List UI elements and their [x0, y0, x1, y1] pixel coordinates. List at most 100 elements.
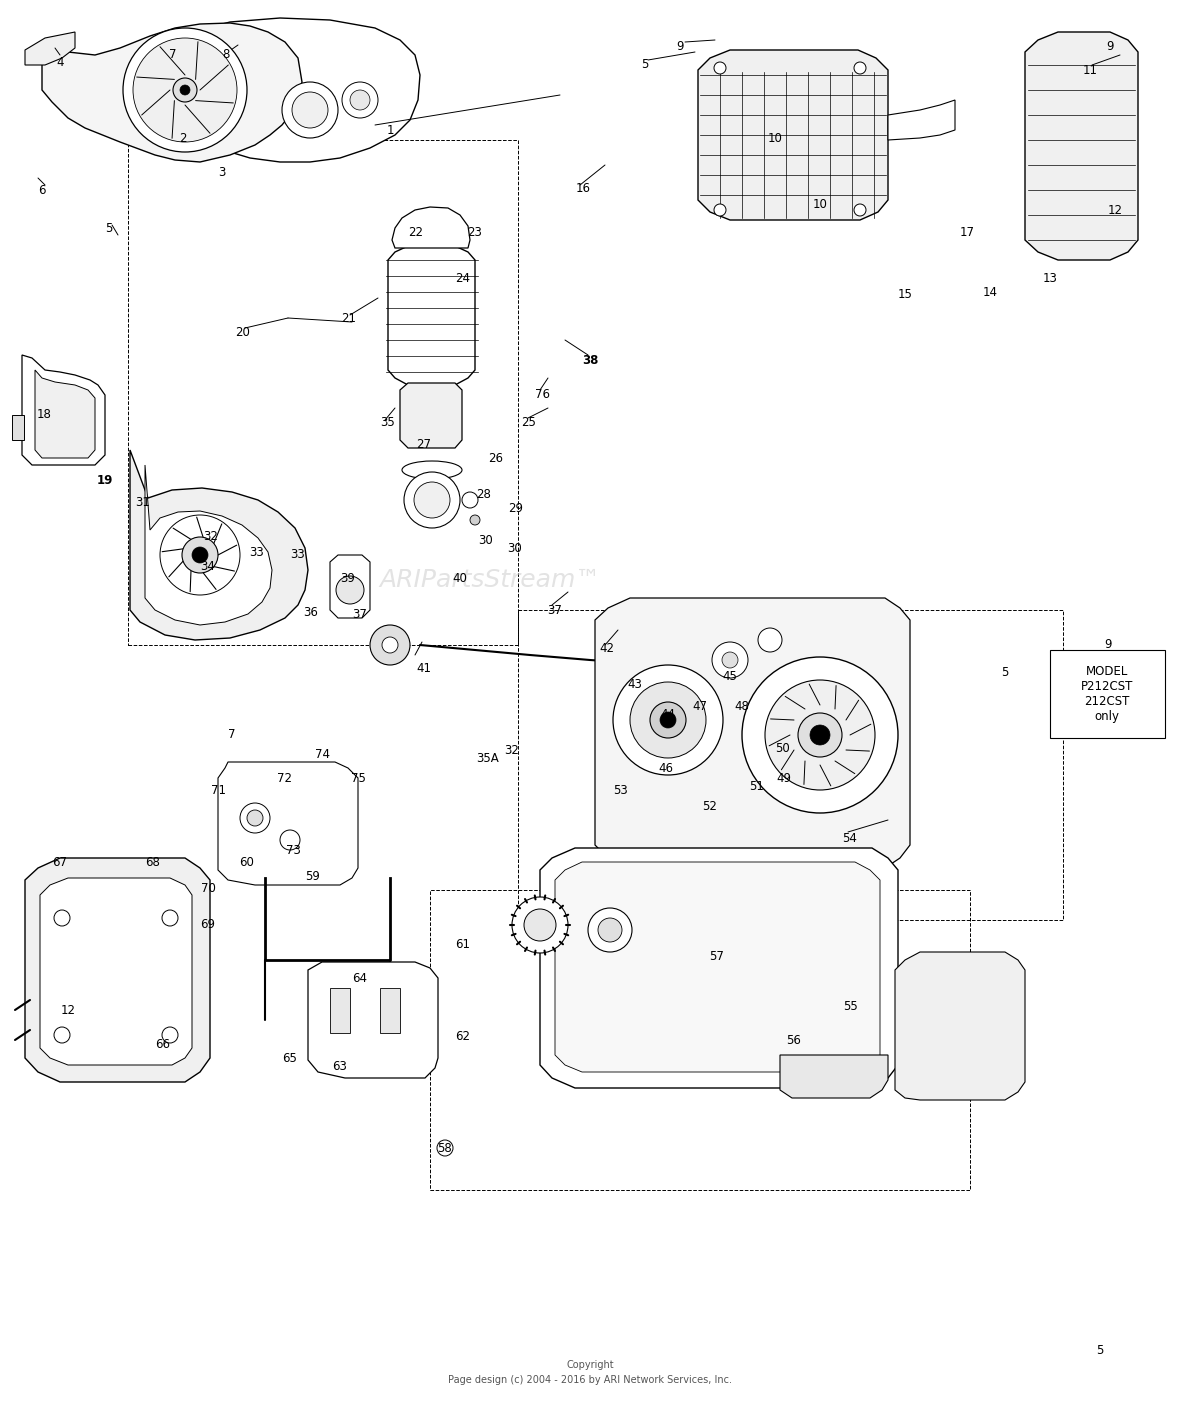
Text: 66: 66 — [156, 1039, 170, 1052]
Text: 5: 5 — [641, 58, 649, 72]
Text: 10: 10 — [813, 199, 827, 212]
Text: 36: 36 — [303, 606, 319, 619]
Circle shape — [714, 62, 726, 73]
Text: 74: 74 — [315, 749, 329, 761]
Polygon shape — [35, 369, 96, 458]
Text: 34: 34 — [201, 560, 216, 572]
Text: 67: 67 — [52, 856, 67, 869]
Circle shape — [123, 28, 247, 152]
Text: Copyright: Copyright — [566, 1361, 614, 1371]
Text: 25: 25 — [522, 416, 537, 429]
Text: 19: 19 — [97, 474, 113, 486]
Circle shape — [712, 642, 748, 678]
Text: 1: 1 — [386, 124, 394, 137]
Circle shape — [162, 909, 178, 926]
Circle shape — [336, 577, 363, 603]
Text: 27: 27 — [417, 437, 432, 451]
Text: 5: 5 — [1002, 666, 1009, 678]
Circle shape — [612, 666, 723, 776]
Text: 28: 28 — [477, 488, 491, 501]
Polygon shape — [40, 878, 192, 1065]
Polygon shape — [392, 207, 470, 248]
Circle shape — [240, 804, 270, 833]
Circle shape — [414, 482, 450, 517]
Text: 3: 3 — [218, 165, 225, 179]
Circle shape — [280, 830, 300, 850]
Text: 65: 65 — [282, 1052, 297, 1065]
Text: 4: 4 — [57, 55, 64, 69]
Text: 45: 45 — [722, 671, 738, 684]
Text: 15: 15 — [898, 289, 912, 302]
Text: 33: 33 — [290, 548, 306, 561]
Text: 55: 55 — [843, 1001, 858, 1014]
Text: 51: 51 — [749, 781, 765, 794]
Circle shape — [382, 637, 398, 653]
Text: 41: 41 — [417, 661, 432, 674]
Circle shape — [192, 547, 208, 563]
Text: 64: 64 — [353, 971, 367, 984]
Circle shape — [650, 702, 686, 737]
Polygon shape — [42, 23, 302, 162]
Polygon shape — [130, 450, 308, 640]
Bar — [127, 140, 518, 644]
Text: 2: 2 — [179, 131, 186, 144]
Polygon shape — [308, 962, 438, 1079]
Circle shape — [742, 657, 898, 814]
Text: 7: 7 — [169, 48, 177, 62]
Text: 33: 33 — [250, 547, 264, 560]
Text: 21: 21 — [341, 312, 356, 324]
Circle shape — [470, 515, 480, 525]
Circle shape — [714, 204, 726, 216]
Text: 20: 20 — [236, 326, 250, 338]
Text: 71: 71 — [210, 784, 225, 797]
Polygon shape — [555, 862, 880, 1072]
Bar — [380, 988, 400, 1034]
Text: 49: 49 — [776, 771, 792, 784]
Circle shape — [162, 1026, 178, 1043]
Text: 12: 12 — [1108, 203, 1122, 217]
Text: 44: 44 — [661, 708, 675, 721]
Text: MODEL
P212CST
212CST
only: MODEL P212CST 212CST only — [1081, 666, 1133, 723]
Text: 5: 5 — [1096, 1344, 1103, 1356]
Polygon shape — [330, 556, 371, 618]
Text: 42: 42 — [599, 642, 615, 654]
Text: 46: 46 — [658, 761, 674, 774]
Polygon shape — [388, 245, 476, 385]
Text: 59: 59 — [306, 870, 321, 883]
Circle shape — [524, 909, 556, 940]
Polygon shape — [894, 952, 1025, 1100]
Circle shape — [588, 908, 632, 952]
Text: 5: 5 — [105, 223, 112, 235]
Text: 16: 16 — [576, 182, 590, 195]
Text: 35A: 35A — [477, 752, 499, 764]
Polygon shape — [25, 32, 76, 65]
Text: 18: 18 — [37, 409, 52, 422]
Text: 32: 32 — [204, 530, 218, 543]
Circle shape — [854, 204, 866, 216]
Circle shape — [371, 625, 409, 666]
Text: 63: 63 — [333, 1059, 347, 1073]
Polygon shape — [595, 598, 910, 869]
Text: 30: 30 — [507, 541, 523, 554]
Circle shape — [54, 909, 70, 926]
Circle shape — [173, 78, 197, 102]
Text: 61: 61 — [455, 939, 471, 952]
Text: ARIPartsStream™: ARIPartsStream™ — [379, 568, 601, 592]
Circle shape — [512, 897, 568, 953]
Text: 62: 62 — [455, 1031, 471, 1043]
Polygon shape — [22, 355, 105, 465]
Text: 70: 70 — [201, 881, 216, 894]
Text: 6: 6 — [38, 183, 46, 196]
Ellipse shape — [402, 461, 463, 479]
Circle shape — [282, 82, 337, 138]
Text: 12: 12 — [60, 1004, 76, 1017]
Circle shape — [404, 472, 460, 527]
Text: 43: 43 — [628, 677, 642, 691]
Circle shape — [181, 85, 190, 94]
Circle shape — [182, 537, 218, 572]
Bar — [518, 611, 1063, 919]
Circle shape — [598, 918, 622, 942]
Text: 9: 9 — [1104, 639, 1112, 651]
Text: 22: 22 — [408, 227, 424, 240]
Circle shape — [765, 680, 876, 790]
